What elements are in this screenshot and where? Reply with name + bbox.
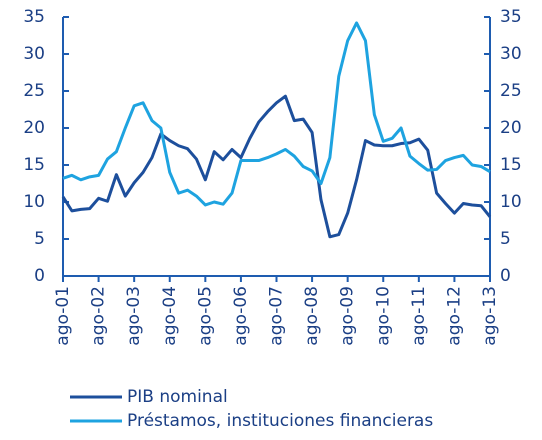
- legend-label: PIB nominal: [127, 387, 228, 407]
- y2-tick-label: 20: [500, 118, 522, 138]
- series-line: [62, 21, 491, 207]
- x-tick-label: ago-01: [53, 286, 73, 346]
- x-tick-label: ago-03: [124, 286, 144, 346]
- y-tick-label: 25: [23, 81, 45, 101]
- y-tick-label: 30: [23, 44, 45, 64]
- y-tick-label: 20: [23, 118, 45, 138]
- x-tick-label: ago-10: [373, 286, 393, 346]
- x-tick-label: ago-06: [231, 286, 251, 346]
- x-tick-label: ago-08: [302, 286, 322, 346]
- x-tick-label: ago-12: [444, 286, 464, 346]
- y2-tick-label: 35: [500, 7, 522, 27]
- y2-tick-label: 30: [500, 44, 522, 64]
- y2-tick-label: 0: [500, 266, 511, 286]
- y2-tick-label: 15: [500, 155, 522, 175]
- y2-tick-label: 5: [500, 229, 511, 249]
- y-tick-label: 15: [23, 155, 45, 175]
- x-tick-label: ago-11: [409, 286, 429, 346]
- y-tick-label: 35: [23, 7, 45, 27]
- x-tick-label: ago-02: [89, 286, 109, 346]
- y-tick-label: 5: [34, 229, 45, 249]
- y-tick-label: 10: [23, 192, 45, 212]
- y2-tick-label: 10: [500, 192, 522, 212]
- series-line: [61, 94, 492, 239]
- x-tick-label: ago-05: [195, 286, 215, 346]
- x-tick-label: ago-04: [160, 286, 180, 346]
- x-tick-label: ago-07: [267, 286, 287, 346]
- y2-tick-label: 25: [500, 81, 522, 101]
- legend-label: Préstamos, instituciones financieras: [127, 411, 433, 431]
- y-tick-label: 0: [34, 266, 45, 286]
- x-tick-label: ago-13: [480, 286, 500, 346]
- x-tick-label: ago-09: [338, 286, 358, 346]
